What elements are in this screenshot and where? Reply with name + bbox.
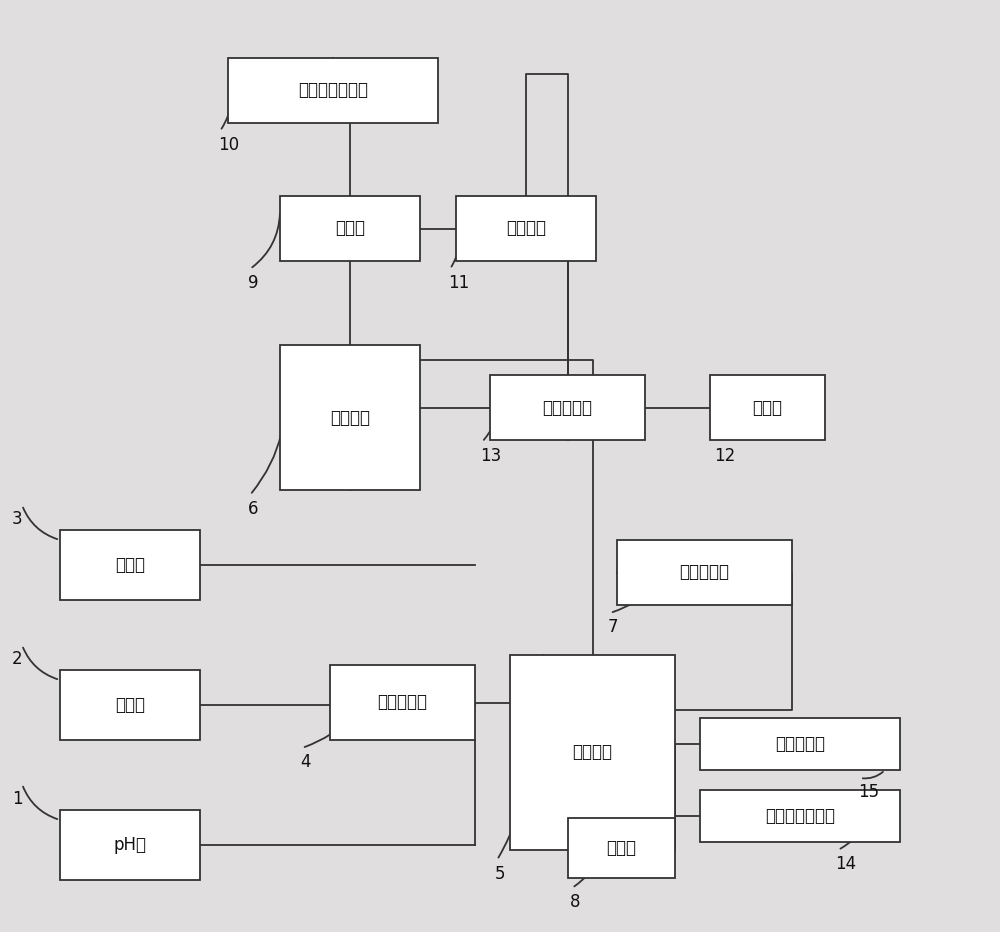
Bar bbox=[60, 670, 200, 740]
Text: 反馈控制器: 反馈控制器 bbox=[680, 564, 730, 582]
Text: 醋酸泵: 醋酸泵 bbox=[115, 696, 145, 714]
Text: 9: 9 bbox=[248, 274, 258, 292]
Text: 缓冲液罐: 缓冲液罐 bbox=[330, 408, 370, 427]
Bar bbox=[510, 655, 675, 850]
Bar bbox=[60, 530, 200, 600]
Text: 缓冲液泵: 缓冲液泵 bbox=[506, 220, 546, 238]
Text: 第二混合器: 第二混合器 bbox=[542, 399, 592, 417]
Bar bbox=[568, 818, 675, 878]
Text: 3: 3 bbox=[12, 510, 23, 528]
Bar bbox=[456, 196, 596, 261]
Text: 7: 7 bbox=[608, 618, 618, 636]
Bar bbox=[330, 665, 475, 740]
Text: 14: 14 bbox=[835, 855, 856, 873]
Text: 4: 4 bbox=[300, 753, 310, 771]
Text: 温度控制器: 温度控制器 bbox=[775, 735, 825, 753]
Bar bbox=[700, 718, 900, 770]
Bar bbox=[280, 196, 420, 261]
Text: 13: 13 bbox=[480, 447, 501, 465]
Text: 缓冲液阱: 缓冲液阱 bbox=[572, 744, 612, 761]
Bar bbox=[280, 345, 420, 490]
Text: 三通阀: 三通阀 bbox=[335, 220, 365, 238]
Text: 1: 1 bbox=[12, 790, 23, 808]
Text: 10: 10 bbox=[218, 136, 239, 154]
Text: 6: 6 bbox=[248, 500, 258, 518]
Text: pH泵: pH泵 bbox=[114, 836, 146, 854]
Bar bbox=[700, 790, 900, 842]
Text: 5: 5 bbox=[495, 865, 506, 883]
Text: 15: 15 bbox=[858, 783, 879, 801]
Text: 2: 2 bbox=[12, 650, 23, 668]
Text: 第一混合器: 第一混合器 bbox=[378, 693, 428, 711]
Text: 8: 8 bbox=[570, 893, 580, 911]
Text: 12: 12 bbox=[714, 447, 735, 465]
Text: 冷却水循环管路: 冷却水循环管路 bbox=[765, 807, 835, 825]
Text: 乙醇泵: 乙醇泵 bbox=[115, 556, 145, 574]
Text: 11: 11 bbox=[448, 274, 469, 292]
Bar bbox=[228, 58, 438, 123]
Text: 血浆沉淀反应池: 血浆沉淀反应池 bbox=[298, 81, 368, 100]
Text: 血浆泵: 血浆泵 bbox=[753, 399, 782, 417]
Text: 排气阀: 排气阀 bbox=[606, 839, 637, 857]
Bar bbox=[617, 540, 792, 605]
Bar bbox=[490, 375, 645, 440]
Bar bbox=[710, 375, 825, 440]
Bar bbox=[60, 810, 200, 880]
